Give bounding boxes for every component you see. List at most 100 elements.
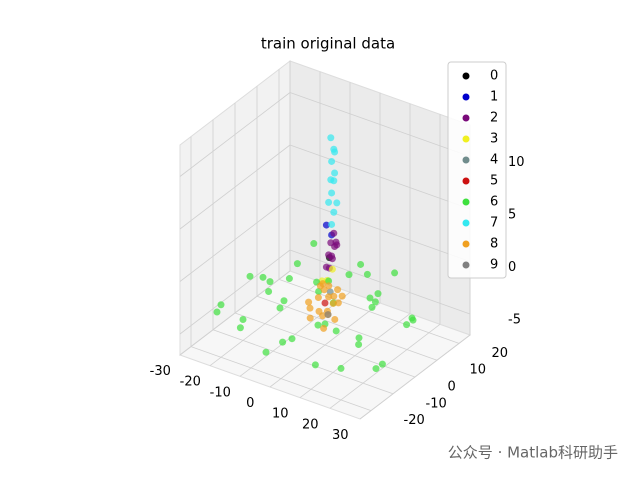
point <box>320 286 328 294</box>
point <box>334 286 342 294</box>
point <box>331 148 339 156</box>
x-tick-label: -10 <box>210 385 231 400</box>
point <box>325 293 333 301</box>
y-tick-label: 0 <box>448 380 456 395</box>
x-tick-label: 10 <box>272 407 289 422</box>
legend-marker <box>462 177 470 185</box>
point <box>330 229 338 237</box>
grid-line <box>289 197 471 262</box>
point <box>330 208 338 216</box>
point <box>374 290 382 298</box>
point <box>314 321 322 329</box>
point <box>279 338 287 346</box>
point <box>409 316 417 324</box>
point <box>262 348 270 356</box>
point <box>325 251 333 259</box>
point <box>310 240 318 248</box>
grid-line <box>190 346 372 411</box>
legend-label: 6 <box>490 195 498 210</box>
legend-label: 0 <box>490 69 498 84</box>
grid-line <box>212 329 394 395</box>
legend-marker <box>462 219 470 227</box>
point <box>328 157 336 165</box>
legend-marker <box>462 240 470 248</box>
z-tick-label: 5 <box>508 208 516 223</box>
grid-line <box>289 144 471 210</box>
point <box>328 189 336 197</box>
y-tick-label: -10 <box>426 396 447 411</box>
legend-marker <box>462 72 470 80</box>
legend-marker <box>462 198 470 206</box>
point <box>324 311 332 319</box>
point <box>327 134 335 142</box>
point <box>333 199 341 207</box>
x-tick-label: -30 <box>150 364 171 379</box>
point <box>368 303 376 311</box>
point <box>403 321 411 329</box>
point <box>366 294 374 302</box>
legend-label: 5 <box>490 174 498 189</box>
x-tick-label: 30 <box>332 428 349 443</box>
point <box>280 297 288 305</box>
point <box>321 299 329 307</box>
point <box>311 361 319 369</box>
y-tick-label: -20 <box>404 413 425 428</box>
legend-marker <box>462 261 470 269</box>
point <box>327 239 335 247</box>
point <box>236 324 244 332</box>
point <box>391 269 399 277</box>
grid-line <box>179 144 291 230</box>
point <box>331 315 339 323</box>
z-tick-label: 0 <box>508 260 516 275</box>
legend-label: 2 <box>490 111 498 126</box>
point <box>266 278 274 286</box>
x-tick-label: -20 <box>180 375 201 390</box>
grid-line <box>256 295 438 361</box>
point <box>363 270 371 278</box>
point <box>331 169 339 177</box>
point <box>322 221 330 229</box>
point <box>246 272 254 280</box>
grid-line <box>179 249 291 335</box>
point <box>334 299 342 307</box>
point <box>345 271 353 279</box>
point <box>285 275 293 283</box>
legend-label: 9 <box>490 258 498 273</box>
point <box>371 298 379 306</box>
point <box>328 265 336 273</box>
grid-line <box>278 279 460 344</box>
point <box>306 314 314 322</box>
point <box>327 176 335 184</box>
legend-marker <box>462 114 470 122</box>
chart-title: train original data <box>261 35 395 53</box>
grid-line <box>289 92 471 157</box>
point <box>320 324 328 332</box>
y-tick-label: 10 <box>470 363 487 378</box>
point <box>355 334 363 342</box>
legend-label: 3 <box>490 132 498 147</box>
grid-line <box>179 92 291 177</box>
legend-marker <box>462 135 470 143</box>
point <box>378 360 386 368</box>
y-tick-label: 20 <box>492 346 509 361</box>
point <box>293 260 301 268</box>
point <box>314 294 322 302</box>
point <box>338 292 346 300</box>
point <box>319 312 327 320</box>
point <box>213 308 221 316</box>
legend-label: 1 <box>490 90 498 105</box>
watermark: 公众号 · Matlab科研助手 <box>448 444 618 462</box>
point <box>315 288 323 296</box>
point <box>372 365 380 373</box>
point <box>330 292 338 300</box>
legend-marker <box>462 93 470 101</box>
x-tick-label: 20 <box>302 417 319 432</box>
point <box>332 238 340 246</box>
point <box>239 315 247 323</box>
point <box>259 273 267 281</box>
z-tick-label: -5 <box>508 313 521 328</box>
x-tick-label: 0 <box>246 396 254 411</box>
legend-label: 8 <box>490 237 498 252</box>
point <box>328 220 336 228</box>
